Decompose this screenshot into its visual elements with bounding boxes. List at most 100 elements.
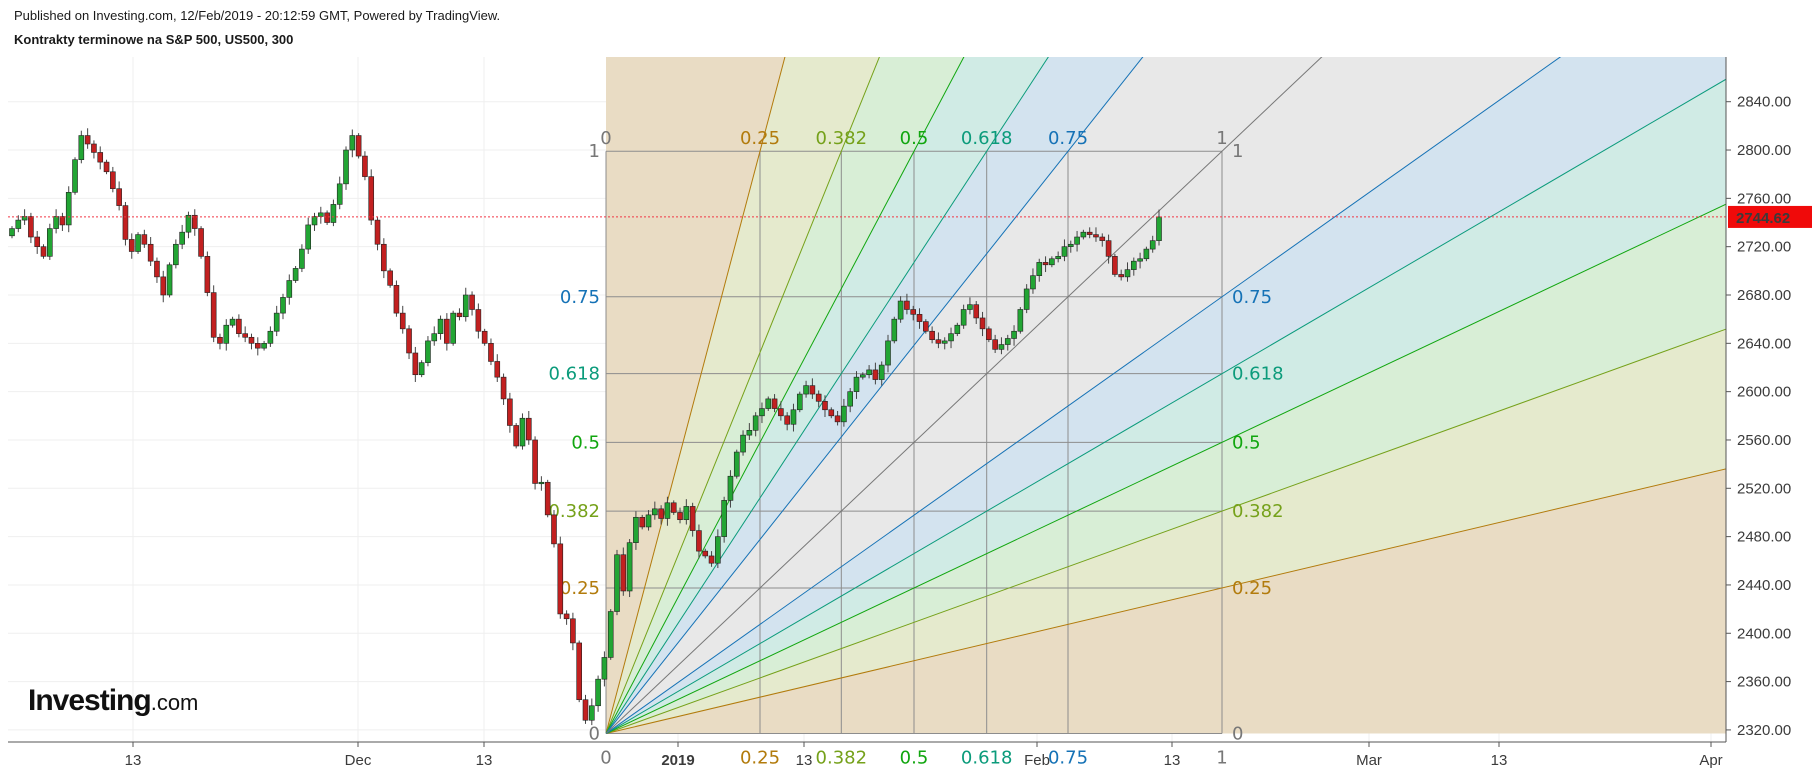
candle	[393, 280, 400, 317]
candle	[752, 412, 759, 437]
candle	[866, 365, 872, 379]
candle	[822, 395, 828, 418]
candle-body	[481, 330, 488, 344]
candle	[759, 402, 765, 424]
candle-body	[286, 280, 293, 298]
candle-body	[790, 409, 797, 425]
candle	[828, 407, 835, 419]
candle	[733, 449, 740, 479]
candle	[841, 398, 847, 427]
candle	[897, 296, 904, 323]
candle	[727, 470, 734, 508]
y-tick-label: 2320.00	[1737, 722, 1791, 739]
x-tick-label: 13	[476, 752, 493, 769]
candle	[1105, 234, 1112, 264]
candle	[834, 410, 841, 426]
candle	[1124, 262, 1131, 282]
candle	[576, 640, 582, 703]
candle	[456, 308, 463, 321]
fan-label-top: 0.75	[1048, 128, 1088, 149]
candle-body	[160, 276, 167, 296]
candle	[381, 238, 387, 279]
candle-body	[387, 270, 393, 286]
candle-body	[374, 219, 381, 245]
candle	[343, 146, 349, 190]
y-tick-label: 2640.00	[1737, 335, 1791, 352]
candle	[1143, 246, 1150, 262]
candle-body	[828, 409, 835, 417]
candle	[286, 274, 293, 305]
candle	[1011, 325, 1017, 346]
candle	[336, 176, 343, 210]
candle	[261, 340, 267, 351]
candle-body	[853, 376, 860, 392]
candle-body	[948, 333, 954, 342]
candle	[1080, 229, 1087, 240]
candle-body	[273, 312, 280, 332]
candle	[513, 423, 519, 449]
candle	[677, 507, 683, 524]
candle	[254, 337, 261, 356]
candle	[494, 354, 501, 382]
candle-body	[1137, 258, 1143, 262]
candle-body	[97, 152, 104, 163]
fan-label-top: 0.5	[900, 128, 929, 149]
fan-label-top: 1	[1216, 128, 1227, 149]
candle-body	[141, 234, 148, 245]
candle	[204, 251, 211, 297]
candle	[1093, 227, 1099, 242]
candle	[97, 146, 104, 170]
candle-body	[633, 516, 639, 543]
candle-body	[1124, 269, 1131, 278]
candle	[103, 159, 110, 175]
candle-body	[1130, 260, 1137, 270]
candle	[444, 313, 450, 351]
candle	[998, 337, 1005, 355]
candle-body	[154, 260, 160, 278]
fan-label-bottom: 0.75	[1048, 748, 1088, 769]
fan-label-bottom: 0	[600, 748, 611, 769]
candle	[154, 257, 160, 283]
candle-body	[185, 214, 192, 233]
candle-body	[15, 219, 22, 229]
candle-body	[923, 321, 929, 332]
candle-body	[179, 231, 185, 245]
candle	[500, 373, 507, 405]
candle	[78, 130, 85, 164]
candle	[292, 266, 299, 283]
candle-body	[941, 340, 948, 344]
candle-body	[1049, 258, 1055, 266]
candle	[645, 510, 652, 531]
candle-body	[103, 161, 110, 173]
candle	[740, 430, 746, 456]
candle-body	[916, 314, 923, 322]
candle	[280, 293, 286, 320]
candle	[34, 230, 41, 254]
candle-body	[431, 333, 438, 342]
candle-body	[809, 385, 816, 395]
x-tick-label: 2019	[661, 752, 694, 769]
candle-body	[1074, 236, 1080, 245]
candle-body	[973, 304, 980, 319]
candle	[614, 549, 620, 616]
candle	[525, 410, 532, 445]
y-tick-label: 2440.00	[1737, 577, 1791, 594]
candle-body	[1143, 248, 1150, 260]
candle	[683, 499, 690, 525]
candle-body	[147, 243, 154, 262]
candle	[664, 496, 671, 526]
candle	[198, 226, 204, 259]
candle-body	[677, 512, 683, 521]
candle-body	[866, 369, 872, 376]
candle	[1067, 240, 1074, 253]
candle-body	[652, 508, 658, 516]
candle	[878, 361, 885, 386]
candle	[324, 210, 330, 225]
candle	[784, 412, 790, 431]
candle	[141, 229, 148, 248]
candle	[122, 201, 129, 246]
candle	[929, 326, 935, 344]
candle	[15, 215, 22, 233]
candle	[563, 610, 570, 625]
